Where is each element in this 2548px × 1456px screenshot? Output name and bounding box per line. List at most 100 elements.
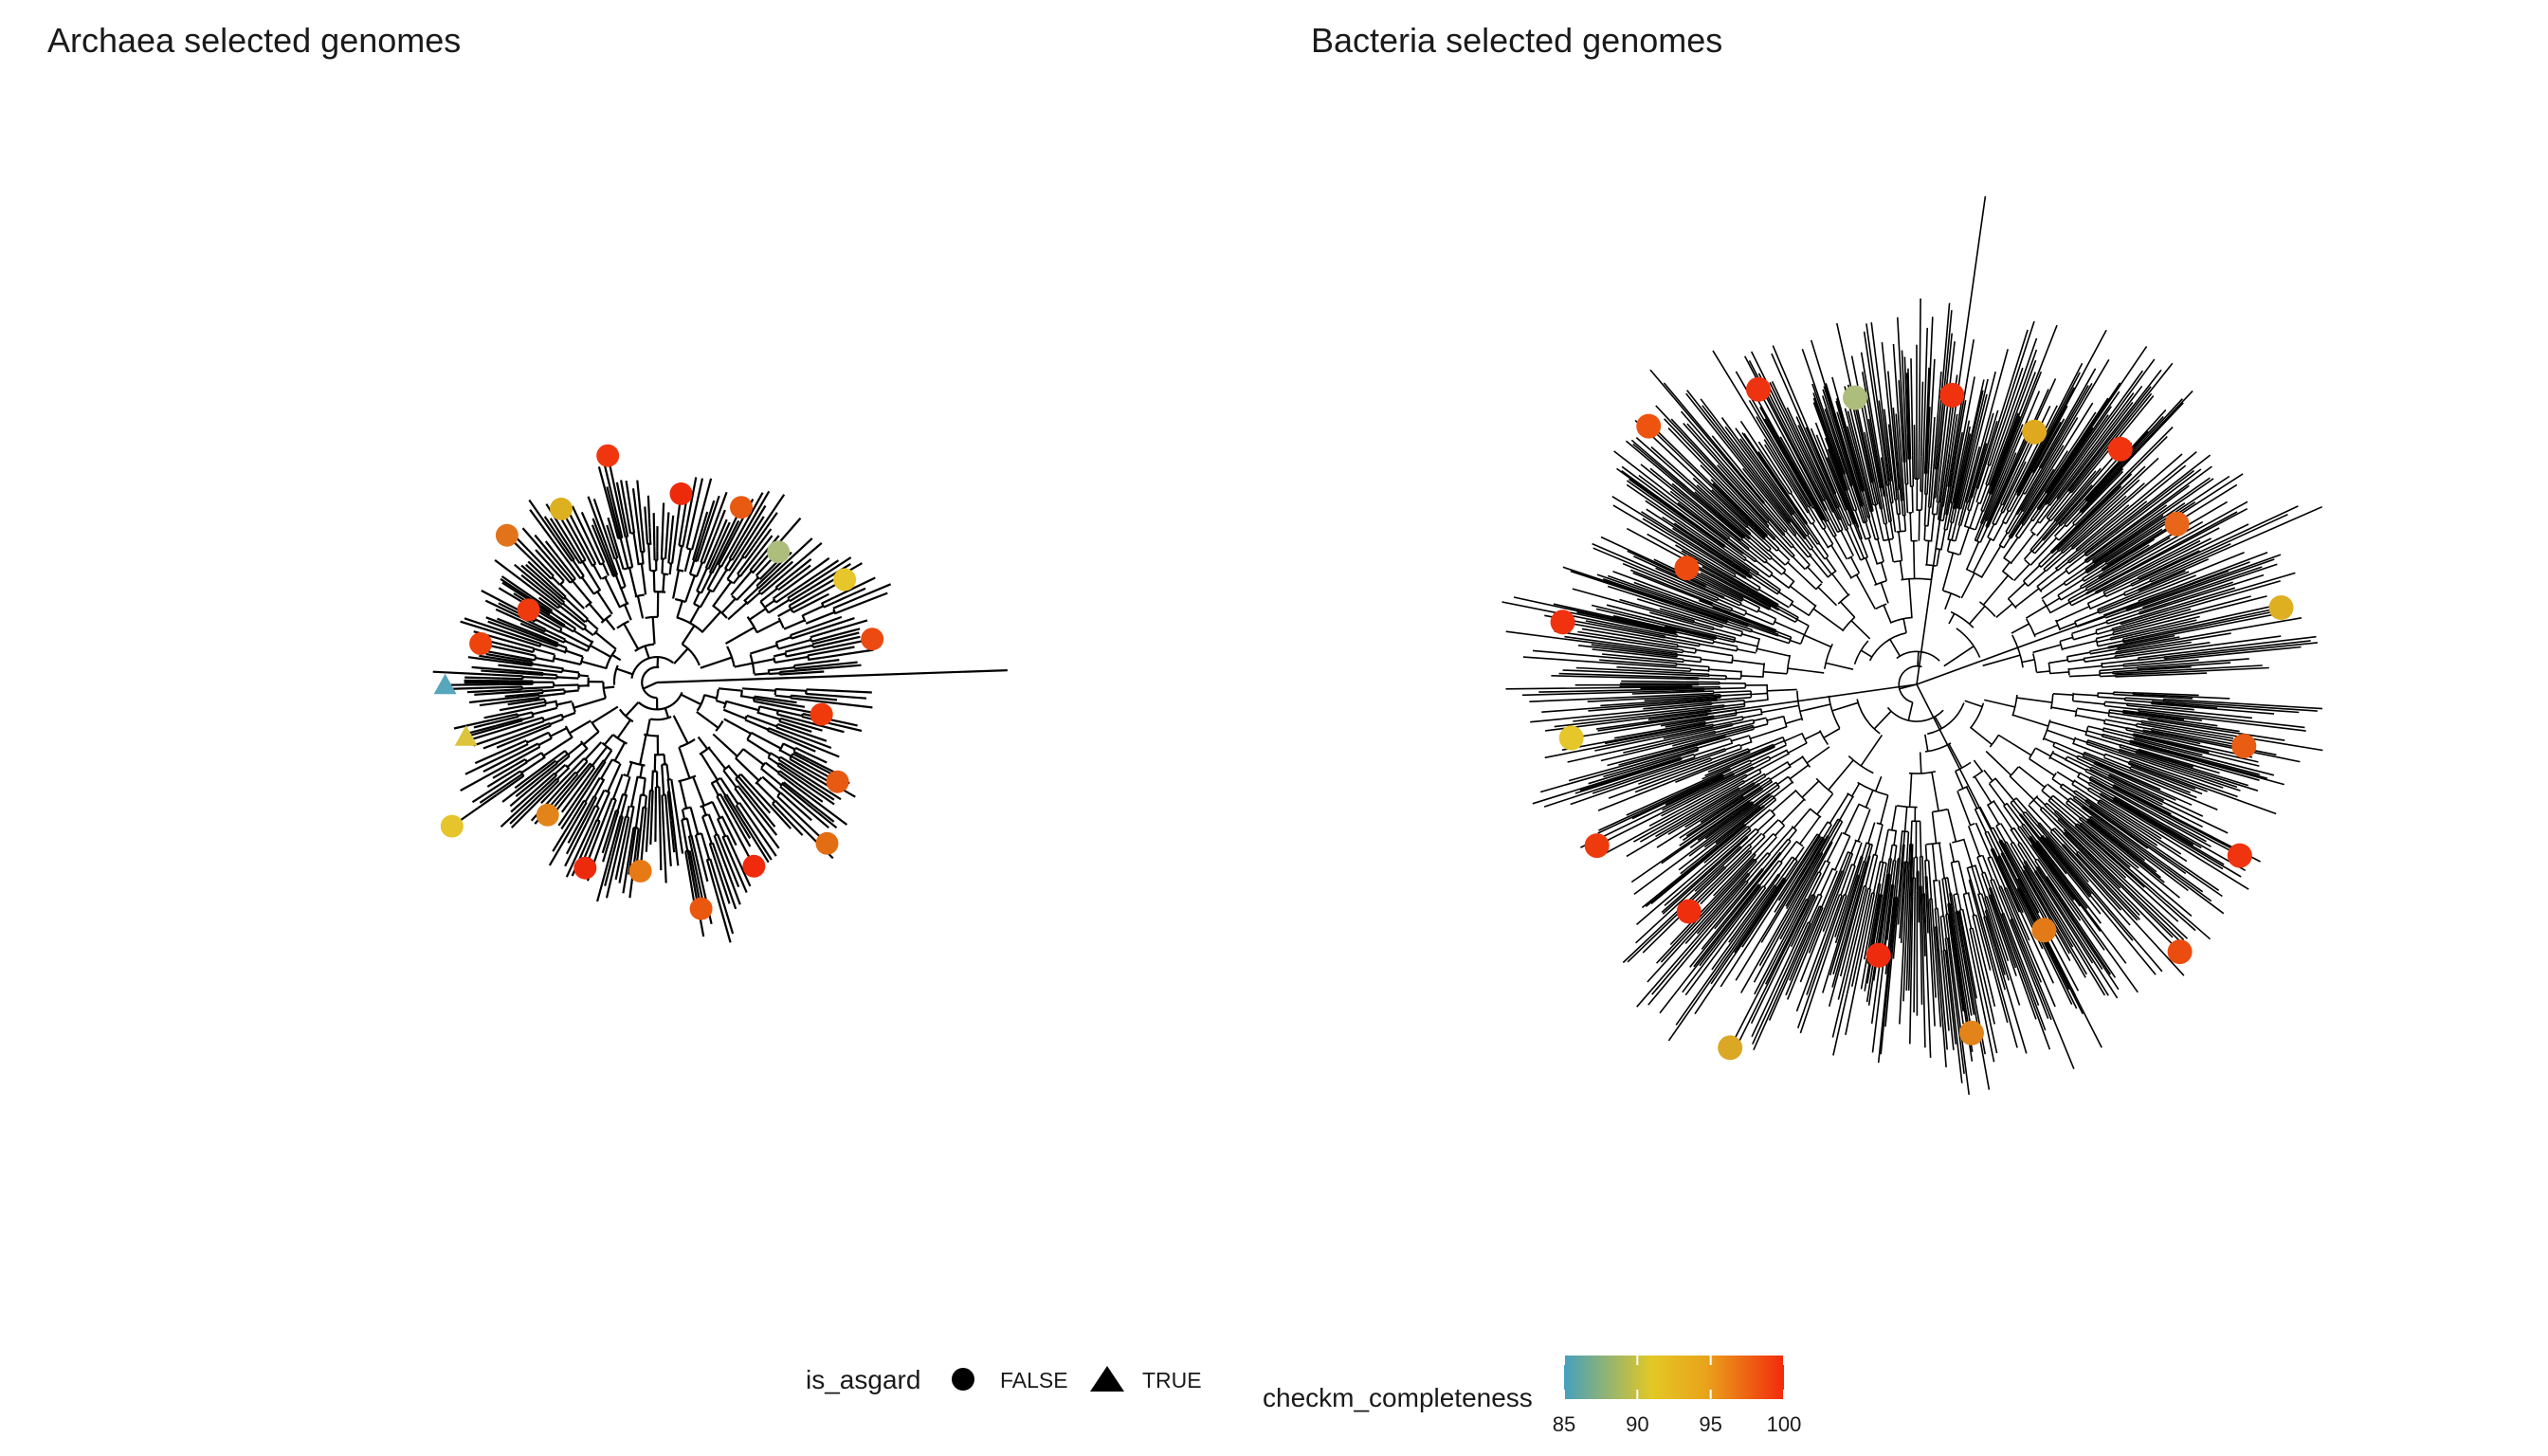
tree-branch xyxy=(1743,746,1775,761)
tree-branch xyxy=(515,739,527,747)
tree-branch xyxy=(2010,829,2021,844)
tree-leaf-branch xyxy=(2067,824,2127,879)
tree-branch xyxy=(1959,491,1966,509)
tree-branch xyxy=(700,832,711,860)
tree-branch xyxy=(1985,472,1991,485)
tree-leaf-branch xyxy=(2159,714,2203,721)
tree-branch xyxy=(746,714,777,728)
tree-leaf-branch xyxy=(2142,765,2277,815)
tree-branch xyxy=(1873,883,1882,916)
tree-branch xyxy=(1987,804,2000,826)
tree-branch xyxy=(1972,915,1982,950)
tree-branch xyxy=(2086,743,2118,755)
tree-branch xyxy=(1844,865,1856,896)
tree-branch xyxy=(2122,630,2158,640)
tree-branch xyxy=(1955,525,1961,542)
tree-branch xyxy=(554,537,573,562)
tree-branch xyxy=(570,619,585,631)
tree-branch xyxy=(1640,637,1679,646)
tip-marker-circle xyxy=(1558,725,1584,751)
tree-branch xyxy=(2029,519,2056,551)
tree-leaf-branch xyxy=(520,564,546,587)
tree-leaf-branch xyxy=(1612,570,1753,625)
tree-branch xyxy=(2115,673,2135,676)
tree-leaf-branch xyxy=(1837,911,1862,1000)
tip-marker-circle xyxy=(1584,833,1610,859)
tree-branch xyxy=(739,773,756,791)
tree-branch xyxy=(1671,657,1684,661)
tree-branch xyxy=(1777,476,1791,495)
tree-branch xyxy=(2066,802,2088,821)
tree-arc xyxy=(1765,718,1769,724)
tree-arc xyxy=(2045,875,2048,879)
tree-arc xyxy=(560,714,565,719)
tree-leaf-branch xyxy=(1616,665,1663,671)
tree-leaf-branch xyxy=(1729,923,1794,1048)
tree-branch xyxy=(1938,880,1944,917)
tree-branch xyxy=(2012,841,2026,862)
tree-branch xyxy=(2076,852,2102,879)
tree-branch xyxy=(1951,508,1960,540)
tree-branch xyxy=(2130,765,2143,773)
tree-branch xyxy=(2099,565,2122,579)
tree-branch xyxy=(2089,768,2114,781)
tree-branch xyxy=(730,570,753,596)
tree-branch xyxy=(1746,768,1760,777)
tree-leaf-branch xyxy=(753,805,778,836)
tree-leaf-branch xyxy=(485,616,530,635)
tree-branch xyxy=(779,792,793,805)
tree-branch xyxy=(1741,633,1760,640)
tree-branch xyxy=(510,662,532,667)
tree-leaf-branch xyxy=(2055,849,2134,941)
tree-leaf-branch xyxy=(2128,473,2244,548)
tree-leaf-branch xyxy=(1764,444,1793,488)
tree-leaf-branch xyxy=(1932,923,1942,1028)
tree-leaf-branch xyxy=(2108,761,2197,799)
tip-marker-circle xyxy=(815,831,839,855)
tree-branch xyxy=(1867,822,1876,845)
tree-branch xyxy=(1924,734,1929,752)
tree-branch xyxy=(1777,549,1791,561)
tree-leaf-branch xyxy=(1680,410,1774,519)
tree-branch xyxy=(1726,512,1752,535)
tree-leaf-branch xyxy=(521,527,555,566)
tree-branch xyxy=(1756,647,1791,657)
tree-branch xyxy=(580,796,598,827)
tree-branch xyxy=(1761,852,1782,878)
tree-branch xyxy=(2029,537,2058,566)
tree-arc xyxy=(739,690,743,698)
tree-leaf-branch xyxy=(1884,931,1895,1028)
tree-branch xyxy=(1997,855,2016,891)
tree-arc xyxy=(2138,612,2140,615)
tree-branch xyxy=(2085,580,2110,594)
tree-branch xyxy=(2107,612,2140,625)
tree-branch xyxy=(1774,508,1797,536)
tree-branch xyxy=(1688,723,1706,729)
tree-branch xyxy=(666,792,672,821)
tree-branch xyxy=(767,729,794,743)
tree-branch xyxy=(2036,504,2050,522)
tree-branch xyxy=(660,531,664,559)
tree-branch xyxy=(2060,511,2074,527)
tree-leaf-branch xyxy=(1881,342,1895,454)
tree-leaf-branch xyxy=(432,670,492,676)
tree-leaf-branch xyxy=(1579,766,1655,792)
tree-branch xyxy=(2093,552,2110,564)
tree-branch xyxy=(1723,824,1746,844)
tree-branch xyxy=(1933,468,1938,498)
tree-leaf-branch xyxy=(2133,810,2225,865)
tree-leaf-branch xyxy=(580,511,601,554)
tree-leaf-branch xyxy=(1543,768,1661,808)
tree-branch xyxy=(500,685,522,689)
tree-leaf-branch xyxy=(2168,721,2285,741)
tree-leaf-branch xyxy=(1655,798,1720,838)
tree-branch xyxy=(1753,832,1774,855)
tree-branch xyxy=(618,816,628,846)
tree-leaf-branch xyxy=(645,806,650,852)
tree-branch xyxy=(524,724,552,737)
tree-branch xyxy=(737,775,756,797)
tree-arc xyxy=(2082,577,2085,582)
tree-leaf-branch xyxy=(2051,427,2094,487)
tree-arc xyxy=(706,588,714,593)
tree-branch xyxy=(1876,458,1885,497)
